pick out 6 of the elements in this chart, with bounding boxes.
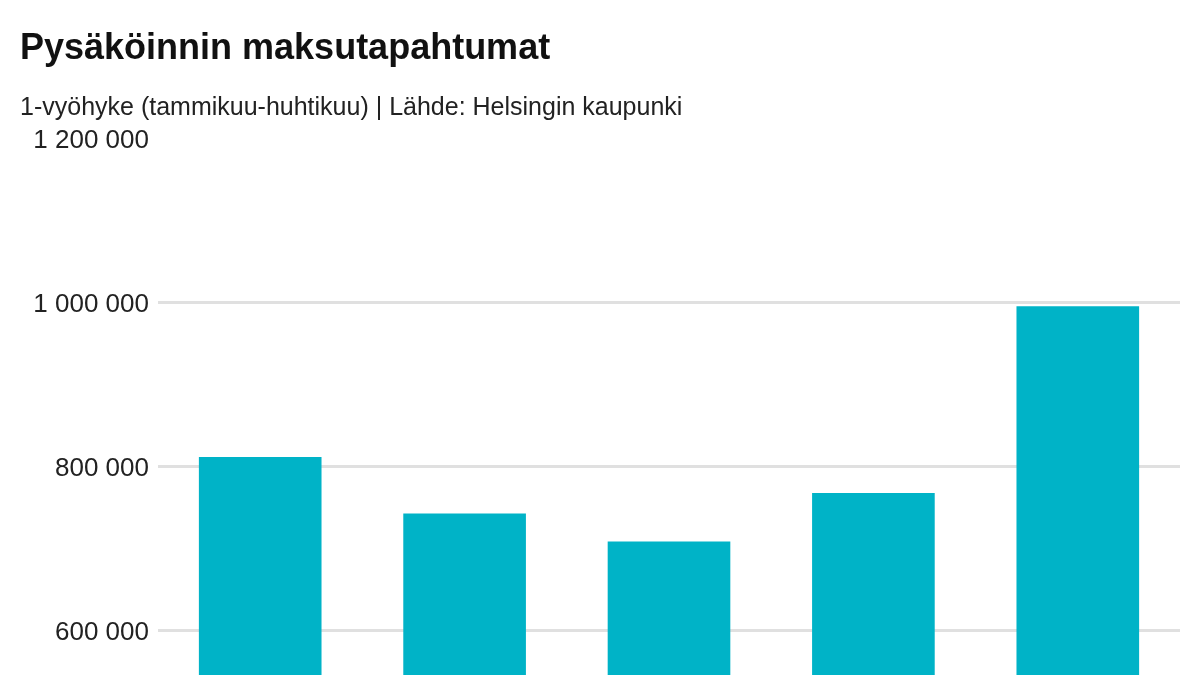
y-tick-label: 800 000 <box>55 451 149 482</box>
chart-title: Pysäköinnin maksutapahtumat <box>20 25 551 67</box>
y-tick-label: 600 000 <box>55 615 149 646</box>
y-tick-label: 1 200 000 <box>33 124 149 155</box>
y-tick-label: 1 000 000 <box>33 288 149 319</box>
chart-subtitle: 1-vyöhyke (tammikuu-huhtikuu) | Lähde: Helsingin kaupunki <box>20 92 683 121</box>
